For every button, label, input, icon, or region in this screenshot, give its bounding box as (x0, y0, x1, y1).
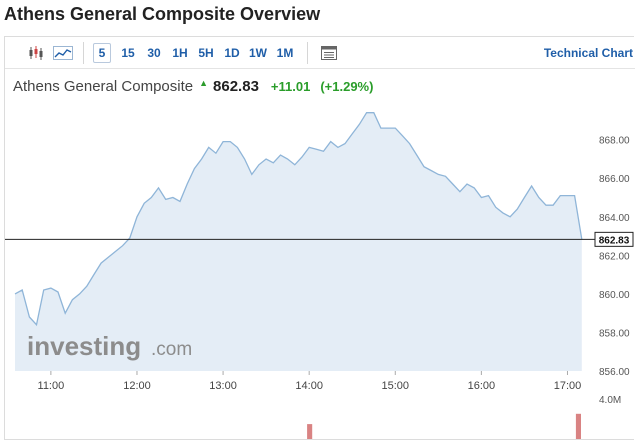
interval-30-button[interactable]: 30 (147, 46, 161, 60)
interval-1d-button[interactable]: 1D (224, 46, 240, 60)
volume-max-label: 4.0M (599, 395, 621, 406)
candlestick-chart-icon[interactable] (25, 43, 47, 63)
price-chart[interactable]: 862.83 868.00 866.00 864.00 862.00 860.00 858.… (5, 103, 635, 439)
interval-5-button[interactable]: 5 (93, 43, 111, 63)
chart-widget: 5 15 30 1H 5H 1D 1W 1M Technical Chart A… (4, 36, 635, 440)
price-line (14, 112, 583, 327)
watermark-suffix: .com (151, 339, 192, 360)
volume-bar (307, 424, 313, 439)
candlestick-glyph (29, 46, 43, 60)
x-tick-label: 17:00 (554, 380, 582, 392)
area-chart-icon[interactable] (51, 43, 75, 63)
interval-1w-button[interactable]: 1W (249, 46, 267, 60)
price-plot-area (5, 105, 595, 371)
volume-plot-area (307, 413, 581, 439)
toolbar-separator (307, 42, 308, 64)
investing-watermark: investing .com (27, 331, 192, 361)
technical-chart-link[interactable]: Technical Chart (543, 46, 633, 60)
price-change-percent: (+1.29%) (320, 79, 374, 94)
y-tick-label: 860.00 (599, 290, 630, 301)
table-view-icon[interactable] (318, 43, 340, 63)
price-area-fill (15, 112, 582, 371)
price-change: +11.01 (270, 79, 311, 94)
toolbar-separator (83, 42, 84, 64)
x-tick-label: 14:00 (295, 380, 323, 392)
up-arrow-icon: ▲ (199, 78, 209, 88)
x-tick-label: 16:00 (468, 380, 496, 392)
x-tick-label: 12:00 (123, 380, 151, 392)
watermark-brand: investing (27, 331, 141, 361)
y-tick-label: 858.00 (599, 328, 630, 339)
instrument-name: Athens General Composite (13, 78, 194, 95)
y-tick-label: 856.00 (599, 367, 630, 378)
y-tick-label: 866.00 (599, 174, 630, 185)
x-tick-label: 13:00 (209, 380, 237, 392)
x-tick-label: 15:00 (382, 380, 410, 392)
current-price-box (594, 231, 634, 247)
quote-header: Athens General Composite ▲ 862.83 +11.01… (13, 78, 373, 98)
x-tick-label: 11:00 (38, 380, 65, 392)
page-title: Athens General Composite Overview (4, 4, 321, 24)
last-price: 862.83 (213, 78, 259, 95)
area-glyph (53, 46, 73, 60)
interval-1m-button[interactable]: 1M (276, 46, 294, 60)
current-price-label: 862.83 (599, 235, 630, 246)
interval-1h-button[interactable]: 1H (172, 46, 188, 60)
y-tick-label: 868.00 (599, 136, 630, 147)
y-tick-label: 864.00 (599, 213, 630, 224)
table-glyph (321, 46, 337, 60)
y-tick-label: 862.00 (599, 251, 630, 262)
volume-bar (575, 413, 581, 439)
chart-toolbar: 5 15 30 1H 5H 1D 1W 1M Technical Chart (5, 37, 635, 69)
interval-15-button[interactable]: 15 (121, 46, 135, 60)
chart-axes: 862.83 868.00 866.00 864.00 862.00 860.00 858.… (38, 136, 634, 406)
interval-5h-button[interactable]: 5H (198, 46, 214, 60)
